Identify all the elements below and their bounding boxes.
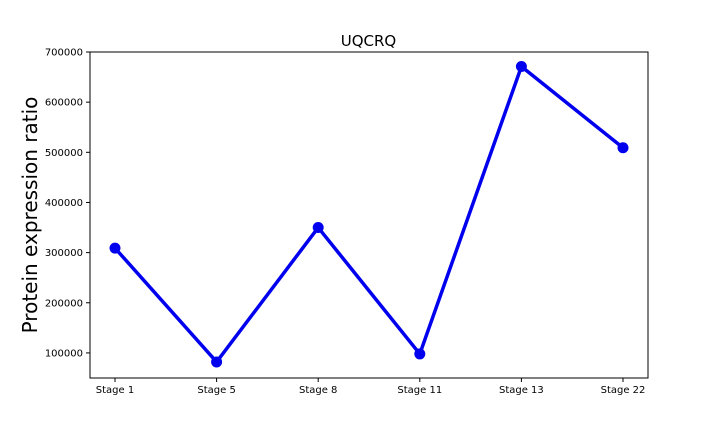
x-tick-label: Stage 11 (397, 385, 442, 396)
y-tick-label: 600000 (45, 98, 83, 109)
y-tick-label: 100000 (45, 348, 83, 359)
series-line (113, 64, 625, 364)
x-tick-label: Stage 5 (197, 385, 235, 396)
data-point-marker (109, 242, 121, 254)
y-axis-label: Protein expression ratio (18, 97, 42, 334)
y-tick-label: 300000 (45, 248, 83, 259)
y-tick-label: 400000 (45, 198, 83, 209)
y-axis: 100000 200000 300000 400000 500000 600000 7000… (45, 48, 90, 359)
x-tick-label: Stage 1 (96, 385, 134, 396)
x-tick-label: Stage 8 (299, 385, 337, 396)
data-point-marker (515, 61, 527, 73)
y-tick-label: 700000 (45, 48, 83, 59)
series-layer (109, 61, 629, 368)
chart-title: UQCRQ (341, 32, 397, 50)
y-tick-label: 200000 (45, 298, 83, 309)
x-tick-label: Stage 13 (499, 385, 544, 396)
data-point-marker (414, 348, 426, 360)
y-tick-label: 500000 (45, 148, 83, 159)
data-point-marker (312, 222, 324, 234)
plot-frame (89, 51, 649, 379)
x-axis: Stage 1 Stage 5 Stage 8 Stage 11 Stage 13 Sta… (96, 378, 646, 396)
x-tick-label: Stage 22 (601, 385, 646, 396)
data-point-marker (211, 356, 223, 368)
data-point-marker (617, 142, 629, 154)
